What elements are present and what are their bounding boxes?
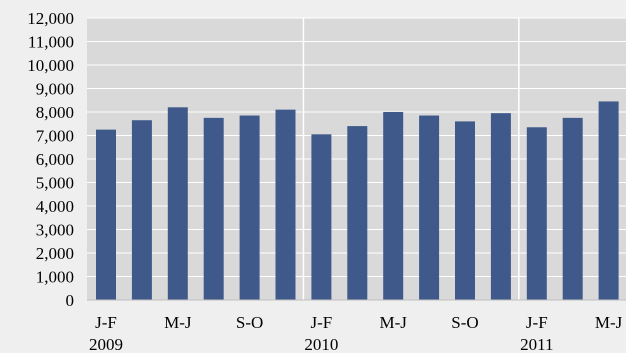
- bar-j-f-6: [311, 134, 332, 300]
- year-labels: 2009 2010 2011: [89, 335, 553, 353]
- bar-s-o-10: [455, 121, 475, 301]
- year-separators: [302, 18, 520, 300]
- bar-j-a-3: [203, 117, 224, 300]
- y-tick-label: 5,000: [36, 174, 74, 193]
- y-tick-label: 10,000: [27, 56, 74, 75]
- y-tick-label: 12,000: [27, 9, 74, 28]
- year-label-2011: 2011: [520, 335, 553, 353]
- y-tick-label: 9,000: [36, 80, 74, 99]
- y-tick-label: 11,000: [28, 33, 74, 52]
- bar-j-f-12: [526, 127, 547, 301]
- y-tick-label: 2,000: [36, 244, 74, 263]
- bar-m-j-14: [598, 101, 619, 300]
- bar-m-j-8: [383, 112, 404, 300]
- x-tick-label: J-F: [95, 313, 117, 332]
- x-tick-label: M-J: [595, 313, 623, 332]
- bar-j-f-0: [96, 129, 116, 300]
- bar-m-a-1: [131, 120, 152, 300]
- bar-m-a-13: [562, 117, 583, 300]
- y-tick-label: 4,000: [36, 197, 74, 216]
- x-tick-label: J-F: [311, 313, 333, 332]
- x-tick-label: S-O: [236, 313, 263, 332]
- x-tick-label: J-F: [526, 313, 548, 332]
- x-axis-labels: J-F M-J S-O J-F M-J S-O J-F M-J: [95, 313, 623, 332]
- y-tick-label: 0: [66, 291, 75, 310]
- year-label-2010: 2010: [304, 335, 338, 353]
- bar-m-a-7: [347, 126, 368, 300]
- y-tick-label: 6,000: [36, 150, 74, 169]
- x-tick-label: M-J: [379, 313, 407, 332]
- year-label-2009: 2009: [89, 335, 123, 353]
- bars: [96, 101, 619, 301]
- bar-n-d-11: [490, 113, 511, 300]
- bar-n-d-5: [275, 109, 296, 301]
- y-tick-label: 3,000: [36, 221, 74, 240]
- bar-m-j-2: [167, 107, 188, 300]
- bar-j-a-9: [419, 115, 440, 301]
- y-axis-ticks: 0 1,000 2,000 3,000 4,000 5,000 6,000 7,000 8,00…: [27, 9, 74, 310]
- y-tick-label: 1,000: [36, 268, 74, 287]
- bar-s-o-4: [239, 115, 260, 301]
- x-tick-label: M-J: [164, 313, 192, 332]
- y-tick-label: 7,000: [36, 127, 74, 146]
- x-tick-label: S-O: [451, 313, 478, 332]
- y-tick-label: 8,000: [36, 103, 74, 122]
